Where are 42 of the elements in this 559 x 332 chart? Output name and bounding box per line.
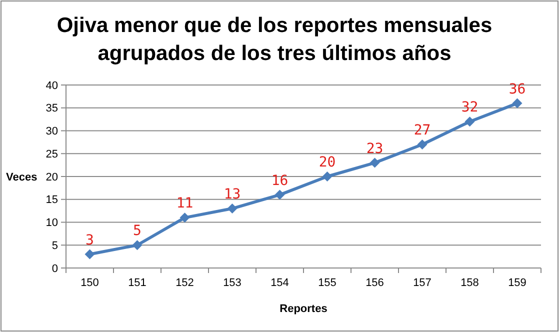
y-tick-label: 30 bbox=[46, 126, 58, 138]
data-label: 3 bbox=[86, 232, 94, 248]
x-tick-label: 151 bbox=[128, 277, 146, 289]
data-label: 32 bbox=[461, 100, 478, 116]
chart-title: Ojiva menor que de los reportes mensuales agrupados de los tres últimos años bbox=[56, 14, 492, 65]
point bbox=[417, 139, 428, 150]
y-axis-title: Veces bbox=[6, 171, 38, 184]
y-tick-label: 35 bbox=[46, 102, 58, 115]
point bbox=[227, 204, 238, 214]
point bbox=[180, 212, 190, 223]
point bbox=[512, 98, 522, 108]
y-tick-label: 20 bbox=[46, 171, 58, 184]
point bbox=[464, 116, 475, 127]
x-tick-label: 157 bbox=[413, 277, 432, 289]
data-label: 23 bbox=[366, 140, 384, 157]
data-label: 36 bbox=[508, 81, 526, 98]
y-tick-label: 25 bbox=[46, 148, 58, 160]
x-tick-label: 152 bbox=[176, 277, 194, 289]
x-axis-title: Reportes bbox=[280, 303, 328, 315]
x-tick-label: 158 bbox=[460, 277, 479, 289]
point bbox=[274, 190, 285, 200]
x-tick-label: 155 bbox=[318, 277, 336, 289]
x-tick-label: 150 bbox=[80, 277, 99, 289]
x-tick-label: 156 bbox=[366, 277, 384, 289]
data-label: 20 bbox=[318, 154, 336, 170]
y-tick-label: 10 bbox=[46, 217, 58, 230]
x-tick-label: 153 bbox=[223, 277, 242, 289]
data-label: 11 bbox=[176, 196, 194, 212]
data-label: 27 bbox=[414, 122, 431, 138]
data-label: 13 bbox=[224, 186, 241, 203]
point bbox=[322, 172, 332, 182]
point bbox=[132, 240, 142, 250]
y-tick-label: 0 bbox=[52, 262, 58, 275]
y-tick-label: 5 bbox=[52, 240, 58, 252]
y-tick-label: 40 bbox=[46, 80, 58, 92]
x-tick-label: 154 bbox=[270, 277, 289, 289]
x-tick-label: 159 bbox=[508, 277, 526, 289]
point bbox=[84, 249, 95, 260]
y-tick-label: 15 bbox=[46, 194, 58, 206]
data-label: 16 bbox=[271, 172, 288, 189]
data-label: 5 bbox=[133, 223, 142, 240]
point bbox=[370, 158, 380, 168]
